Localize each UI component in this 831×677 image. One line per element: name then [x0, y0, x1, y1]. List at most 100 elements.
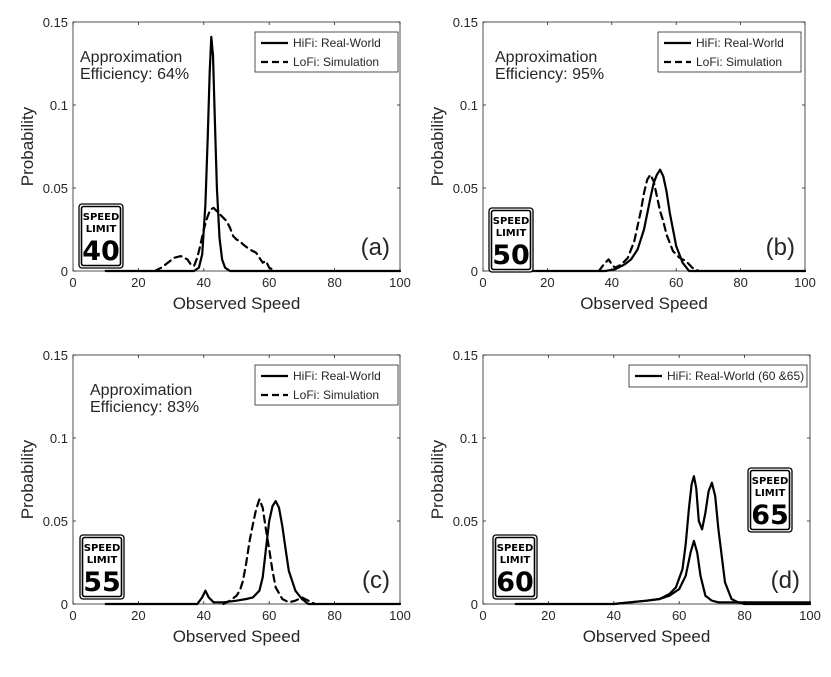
panel-1-xtick-label: 20 [131, 275, 145, 290]
panel-2-xtick-label: 0 [479, 275, 486, 290]
panel-2-xlabel: Observed Speed [580, 294, 708, 313]
panel-2-ylabel: Probability [428, 106, 447, 186]
panel-4: 0 20 40 60 80 100 0 0.05 0.1 0.15 Observed Speed Pr… [428, 348, 821, 646]
panel-4-xlabel: Observed Speed [583, 627, 711, 646]
panel-4-xtick-label: 100 [799, 608, 821, 623]
panel-3-legend-label: HiFi: Real-World [293, 369, 381, 383]
panel-2-annotation-line: Approximation [495, 49, 597, 66]
panel-3-panel-label: (c) [362, 567, 390, 594]
panel-4-panel-label: (d) [771, 567, 800, 594]
panel-1-ytick-label: 0.1 [50, 98, 68, 113]
panel-3-annotation-line: Approximation [90, 382, 192, 399]
panel-2-series-line-2 [597, 173, 700, 273]
panel-1-sign-top-text: SPEED [83, 212, 120, 223]
panel-1-xlabel: Observed Speed [173, 294, 301, 313]
panel-1-ytick-label: 0.05 [43, 181, 68, 196]
panel-2-sign-inner-border [490, 209, 532, 271]
panel-1-annotation-line: Approximation [80, 49, 182, 66]
panel-4-sign-middle-text: LIMIT [500, 555, 531, 566]
panel-3: 0 20 40 60 80 100 0 0.05 0.1 0.15 Observed Speed Pr… [18, 348, 411, 646]
panel-1-series-line-1 [104, 35, 402, 273]
panel-2-legend: HiFi: Real-World LoFi: Simulation [657, 31, 802, 73]
panel-1-xtick-label: 80 [327, 275, 341, 290]
panel-2-xtick-label: 100 [794, 275, 816, 290]
panel-3-legend: HiFi: Real-World LoFi: Simulation [254, 364, 399, 406]
panel-4-sign-inner-border [494, 536, 536, 598]
panel-2-ytick-label: 0.15 [453, 15, 478, 30]
panel-4-ytick-label: 0.1 [460, 431, 478, 446]
panel-1-xtick-label: 100 [389, 275, 411, 290]
panel-4-ytick-label: 0.15 [453, 348, 478, 363]
panel-1-ytick-label: 0.15 [43, 15, 68, 30]
panel-4-sign-border [492, 534, 538, 600]
panel-4-ytick-label: 0 [471, 597, 478, 612]
panel-3-ylabel: Probability [18, 439, 37, 519]
panel-3-ytick-label: 0 [61, 597, 68, 612]
panel-1-ylabel: Probability [18, 106, 37, 186]
panel-1-xtick-label: 40 [197, 275, 211, 290]
panel-2-sign-middle-text: LIMIT [496, 228, 527, 239]
panel-1-sign-border [78, 203, 124, 269]
panel-2-sign-border [488, 207, 534, 273]
panel-2-sign-top-text: SPEED [493, 216, 530, 227]
panel-1: 0 20 40 60 80 100 0 0.05 0.1 0.15 Observed Speed Pr… [18, 15, 411, 313]
panel-3-sign-inner-border [81, 536, 123, 598]
panel-4-ylabel: Probability [428, 439, 447, 519]
panel-4-xtick-label: 80 [737, 608, 751, 623]
panel-4-sign-top-text: SPEED [497, 543, 534, 554]
panel-4-legend-box [628, 364, 808, 388]
panel-2-ytick-label: 0.1 [460, 98, 478, 113]
panel-4-legend: HiFi: Real-World (60 &65) [628, 364, 808, 388]
panel-2-panel-label: (b) [766, 234, 795, 261]
panel-1-annotation-line: Efficiency: 64% [80, 66, 189, 83]
panel-2-legend-label: HiFi: Real-World [696, 36, 784, 50]
panel-3-sign-number: 55 [83, 567, 121, 598]
panel-1-series-line-2 [153, 206, 277, 273]
panel-3-ytick-label: 0.05 [43, 514, 68, 529]
panel-3-series-line-2 [222, 498, 317, 606]
panel-2-legend-box [657, 31, 802, 73]
panel-1-ytick-label: 0 [61, 264, 68, 279]
panel-2-xtick-label: 60 [669, 275, 683, 290]
panel-3-legend-box [254, 364, 399, 406]
panel-4-ytick-label: 0.05 [453, 514, 478, 529]
panel-3-xtick-label: 100 [389, 608, 411, 623]
panel-4-second-sign-number: 65 [751, 500, 789, 531]
panel-4-second-sign-top-text: SPEED [752, 476, 789, 487]
panel-1-legend-label: HiFi: Real-World [293, 36, 381, 50]
panel-1-sign-number: 40 [82, 236, 120, 267]
panel-4-xtick-label: 20 [541, 608, 555, 623]
panel-2-legend-label: LoFi: Simulation [696, 55, 782, 69]
panel-4-xtick-label: 60 [672, 608, 686, 623]
panel-1-xtick-label: 60 [262, 275, 276, 290]
panel-2-xtick-label: 80 [733, 275, 747, 290]
panel-4-series-line-2 [612, 539, 812, 606]
panel-1-legend-label: LoFi: Simulation [293, 55, 379, 69]
panel-3-xlabel: Observed Speed [173, 627, 301, 646]
panel-1-legend: HiFi: Real-World LoFi: Simulation [254, 31, 399, 73]
panel-3-annotation-line: Efficiency: 83% [90, 399, 199, 416]
panel-3-xtick-label: 20 [131, 608, 145, 623]
panel-3-xtick-label: 60 [262, 608, 276, 623]
panel-3-xtick-label: 40 [197, 608, 211, 623]
panel-3-ytick-label: 0.15 [43, 348, 68, 363]
panel-4-second-sign-inner-border [749, 469, 791, 531]
panel-2-xtick-label: 20 [540, 275, 554, 290]
panel-4-xtick-label: 40 [607, 608, 621, 623]
panel-1-xtick-label: 0 [69, 275, 76, 290]
panel-4-sign-number: 60 [496, 567, 534, 598]
panel-2: 0 20 40 60 80 100 0 0.05 0.1 0.15 Observed Speed Pr… [428, 15, 816, 313]
panel-2-ytick-label: 0 [471, 264, 478, 279]
panel-3-series-line-1 [104, 500, 402, 606]
panel-2-xtick-label: 40 [605, 275, 619, 290]
panel-4-xtick-label: 0 [479, 608, 486, 623]
panel-4-second-sign-border [747, 467, 793, 533]
panel-2-sign-number: 50 [492, 240, 530, 271]
